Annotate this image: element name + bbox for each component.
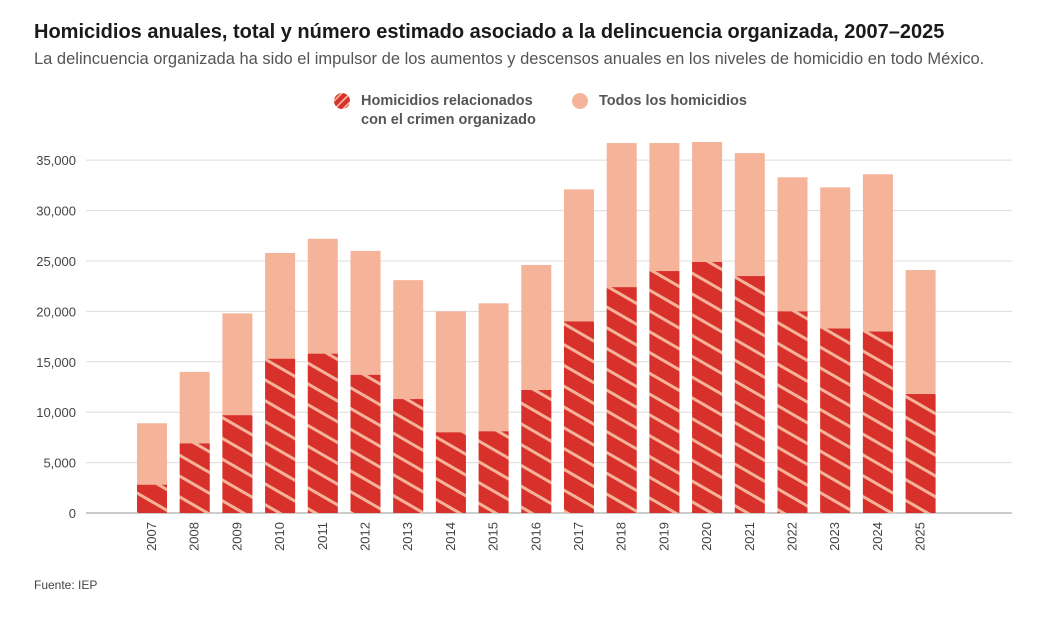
source-note: Fuente: IEP: [34, 578, 98, 592]
bar-organized-2016: [521, 390, 552, 513]
x-tick-label: 2016: [528, 522, 543, 551]
bar-organized-2012: [350, 374, 381, 513]
bar-organized-2014: [435, 432, 466, 513]
x-tick-label: 2011: [315, 522, 330, 550]
x-tick-label: 2010: [272, 522, 287, 551]
y-tick-label: 10,000: [36, 405, 76, 420]
x-tick-label: 2024: [870, 522, 885, 551]
bar-organized-2024: [862, 331, 893, 513]
bar-organized-2017: [564, 321, 594, 513]
x-tick-label: 2018: [614, 522, 629, 551]
bar-organized-2022: [777, 311, 808, 513]
x-tick-label: 2012: [358, 522, 373, 551]
legend-label-organized-line1: Homicidios relacionados: [361, 93, 533, 109]
chart-title: Homicidios anuales, total y número estim…: [34, 21, 945, 43]
x-tick-label: 2009: [229, 522, 244, 551]
y-tick-label: 35,000: [36, 153, 76, 168]
x-tick-label: 2025: [913, 522, 928, 551]
chart-subtitle: La delincuencia organizada ha sido el im…: [34, 50, 985, 68]
bar-organized-2009: [222, 415, 253, 513]
x-tick-label: 2007: [144, 522, 159, 551]
legend-swatch-organized: [334, 93, 350, 109]
y-tick-label: 30,000: [36, 204, 76, 219]
x-tick-label: 2022: [785, 522, 800, 551]
x-tick-label: 2014: [443, 522, 458, 551]
bar-organized-2010: [265, 358, 296, 513]
y-tick-label: 20,000: [36, 304, 76, 319]
bar-organized-2025: [905, 394, 936, 513]
x-tick-label: 2013: [400, 522, 415, 551]
legend-label-total: Todos los homicidios: [599, 93, 747, 109]
bar-organized-2008: [179, 443, 210, 513]
y-tick-label: 0: [69, 506, 76, 521]
legend-label-organized-line2: con el crimen organizado: [361, 112, 536, 128]
x-tick-label: 2017: [571, 522, 586, 551]
x-tick-label: 2008: [187, 522, 202, 551]
legend-swatch-total: [572, 93, 588, 109]
x-tick-label: 2020: [699, 522, 714, 551]
x-tick-label: 2021: [742, 522, 757, 551]
x-tick-label: 2015: [486, 522, 501, 551]
x-tick-label: 2019: [656, 522, 671, 551]
legend-label-organized: Homicidios relacionados con el crimen or…: [361, 92, 536, 130]
bar-organized-2019: [649, 271, 680, 513]
bar-organized-2021: [734, 276, 765, 513]
bar-organized-2018: [606, 287, 637, 513]
bar-organized-2013: [393, 399, 424, 513]
bar-organized-2007: [137, 484, 167, 513]
y-tick-label: 15,000: [36, 355, 76, 370]
x-tick-label: 2023: [827, 522, 842, 551]
y-tick-label: 25,000: [36, 254, 76, 269]
y-tick-label: 5,000: [43, 456, 76, 471]
bar-organized-2011: [307, 353, 338, 513]
bar-organized-2023: [820, 328, 851, 513]
bar-organized-2020: [692, 261, 723, 513]
bar-organized-2015: [478, 431, 509, 513]
